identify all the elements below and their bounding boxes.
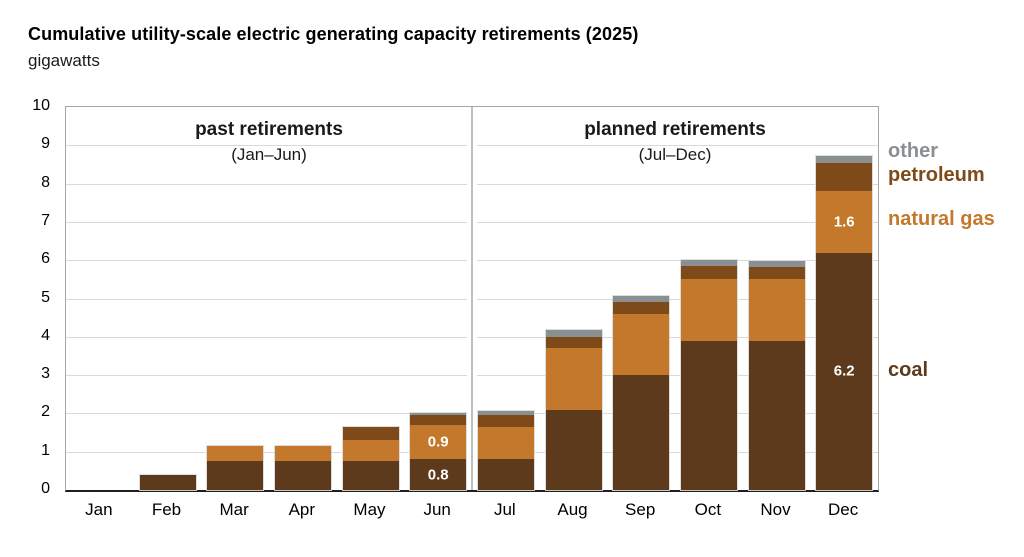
bar-mar <box>207 445 264 490</box>
x-tick-label: Jan <box>85 500 113 519</box>
x-tick-label: Oct <box>694 500 722 519</box>
x-tick-label: Dec <box>828 500 859 519</box>
x-axis: Jan Feb Mar Apr May Jun Jul Aug Sep Oct Nov Dec <box>65 500 877 524</box>
section-subheader-planned: (Jul–Dec) <box>638 145 712 164</box>
bar-segment-coal <box>680 340 737 490</box>
bar-segment-natural-gas <box>274 445 331 462</box>
bar-segment-natural-gas <box>477 426 534 460</box>
bar-segment-other <box>680 260 737 266</box>
y-tick-label: 7 <box>41 211 50 229</box>
bar-segment-natural-gas <box>816 191 873 253</box>
bar-segment-petroleum <box>748 266 805 280</box>
legend-label-coal: coal <box>888 359 929 381</box>
x-tick-label: Mar <box>219 500 249 519</box>
bar-segment-coal <box>274 461 331 490</box>
y-tick-label: 9 <box>41 135 50 153</box>
bar-segment-natural-gas <box>545 348 602 410</box>
bar-segment-coal <box>545 409 602 490</box>
y-tick-label: 2 <box>41 403 50 421</box>
section-header-planned: planned retirements <box>584 119 766 140</box>
legend: other petroleum natural gas coal <box>888 0 1024 557</box>
bar-value-label: 0.9 <box>427 433 449 451</box>
y-tick-label: 4 <box>41 326 50 344</box>
y-tick-label: 8 <box>41 173 50 191</box>
section-divider-line <box>471 107 473 490</box>
bar-segment-coal <box>477 459 534 490</box>
bar-segment-coal <box>207 461 264 490</box>
bar-segment-coal <box>410 459 467 490</box>
section-header-past: past retirements <box>195 119 343 140</box>
bar-jun <box>410 413 467 490</box>
bar-feb <box>139 474 196 490</box>
bar-segment-petroleum <box>613 302 670 314</box>
bar-segment-natural-gas <box>342 440 399 462</box>
section-subheader-past: (Jan–Jun) <box>231 145 307 164</box>
bar-segment-coal <box>613 375 670 490</box>
chart-title: Cumulative utility-scale electric genera… <box>28 24 639 44</box>
x-tick-label: Aug <box>557 500 588 519</box>
x-tick-label: Jun <box>423 500 451 519</box>
bar-value-label: 6.2 <box>833 362 855 380</box>
y-tick-label: 3 <box>41 365 50 383</box>
y-axis: 0 1 2 3 4 5 6 7 8 9 10 <box>0 97 56 497</box>
bar-segment-coal <box>342 461 399 490</box>
bar-segment-petroleum <box>545 336 602 349</box>
bar-segment-other <box>613 295 670 303</box>
chart-units-label: gigawatts <box>28 51 100 70</box>
bar-segment-petroleum <box>680 265 737 280</box>
bar-segment-petroleum <box>477 415 534 427</box>
bar-segment-natural-gas <box>410 424 467 460</box>
x-tick-label: Sep <box>625 500 656 519</box>
x-tick-label: Jul <box>493 500 516 519</box>
bar-may <box>342 426 399 490</box>
y-tick-label: 1 <box>41 441 50 459</box>
bar-segment-petroleum <box>342 426 399 441</box>
bar-segment-other <box>477 410 534 416</box>
bar-segment-petroleum <box>410 415 467 425</box>
legend-label-petroleum: petroleum <box>888 164 985 186</box>
bar-nov <box>748 260 805 490</box>
x-tick-label: Apr <box>288 500 316 519</box>
y-tick-label: 10 <box>32 97 50 114</box>
x-tick-label: Nov <box>760 500 791 519</box>
bar-segment-natural-gas <box>748 279 805 341</box>
bar-aug <box>545 330 602 490</box>
y-tick-label: 5 <box>41 288 50 306</box>
bar-value-label: 1.6 <box>833 213 855 231</box>
bar-jul <box>477 410 534 490</box>
legend-label-natural-gas: natural gas <box>888 208 995 230</box>
legend-label-other: other <box>888 140 938 162</box>
bar-segment-natural-gas <box>680 279 737 341</box>
bar-segment-natural-gas <box>207 445 264 462</box>
bar-oct <box>680 260 737 490</box>
bar-value-label: 0.8 <box>427 466 449 484</box>
bar-segment-other <box>816 156 873 163</box>
bar-segment-natural-gas <box>613 313 670 376</box>
bar-segment-petroleum <box>816 162 873 192</box>
bar-segment-coal <box>816 252 873 490</box>
bar-sep <box>613 295 670 490</box>
y-tick-label: 0 <box>41 480 50 497</box>
bar-dec <box>816 156 873 490</box>
plot-area: past retirements (Jan–Jun) planned retir… <box>65 106 879 492</box>
x-tick-label: Feb <box>151 500 182 519</box>
x-tick-label: May <box>353 500 386 519</box>
bar-segment-coal <box>139 474 196 490</box>
bar-segment-coal <box>748 340 805 490</box>
y-tick-label: 6 <box>41 250 50 268</box>
bar-segment-other <box>748 260 805 267</box>
bar-apr <box>274 445 331 490</box>
bar-segment-other <box>545 330 602 337</box>
bar-segment-other <box>410 413 467 416</box>
